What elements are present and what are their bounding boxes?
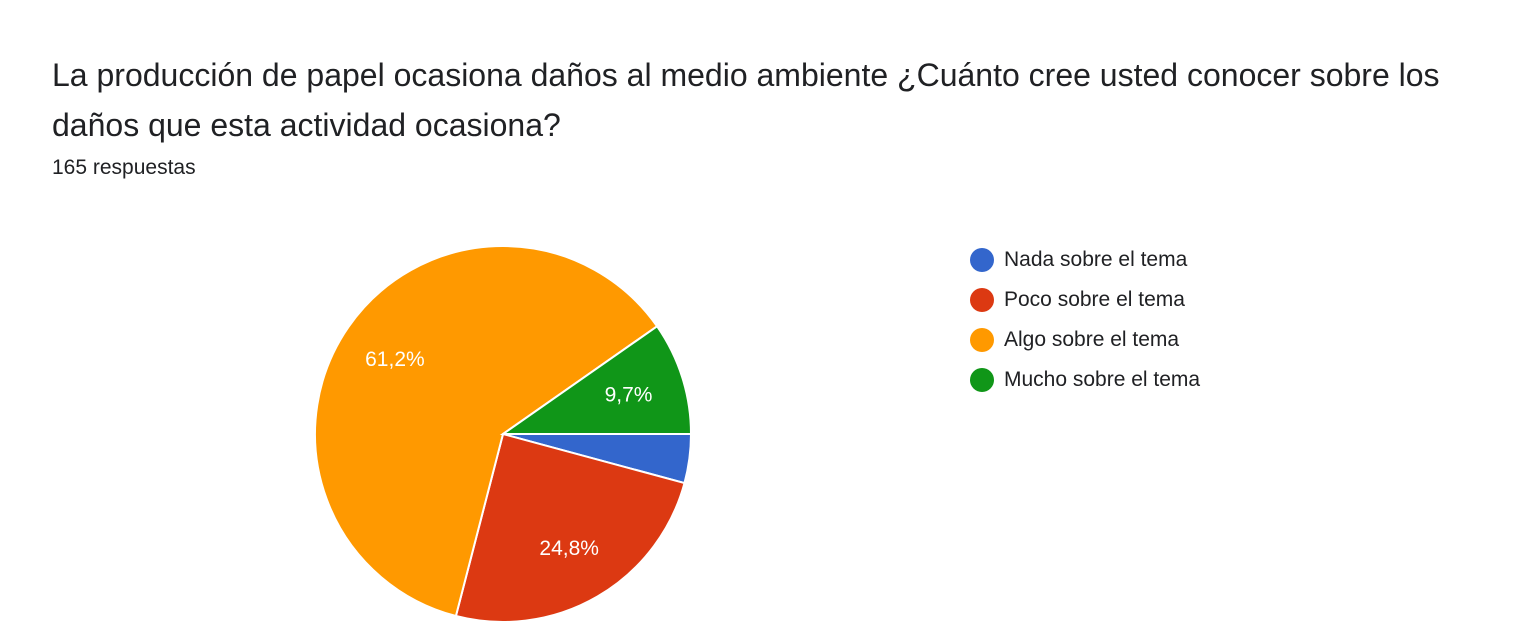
legend-swatch-icon bbox=[970, 328, 994, 352]
chart-legend: Nada sobre el tema Poco sobre el tema Al… bbox=[970, 240, 1200, 400]
legend-label: Poco sobre el tema bbox=[1004, 288, 1185, 311]
pie-slice[interactable] bbox=[499, 324, 693, 435]
legend-label: Nada sobre el tema bbox=[1004, 248, 1188, 271]
legend-item[interactable]: Mucho sobre el tema bbox=[970, 360, 1200, 400]
legend-label: Mucho sobre el tema bbox=[1004, 368, 1201, 391]
legend-swatch-icon bbox=[970, 248, 994, 272]
slice-percent-label: 9,7% bbox=[605, 384, 653, 407]
legend-item[interactable]: Nada sobre el tema bbox=[970, 240, 1200, 280]
pie-slices bbox=[314, 245, 693, 623]
pie-slice[interactable] bbox=[454, 432, 686, 623]
slice-percent-label: 61,2% bbox=[365, 348, 425, 371]
legend-swatch-icon bbox=[970, 288, 994, 312]
question-title: La producción de papel ocasiona daños al… bbox=[52, 57, 1440, 143]
slice-percent-label: 24,8% bbox=[539, 537, 599, 560]
legend-swatch-icon bbox=[970, 368, 994, 392]
pie-slice[interactable] bbox=[314, 245, 659, 618]
legend-item[interactable]: Algo sobre el tema bbox=[970, 320, 1200, 360]
pie-labels: 24,8% 61,2% 9,7% bbox=[365, 348, 652, 560]
response-count: 165 respuestas bbox=[52, 156, 196, 179]
legend-item[interactable]: Poco sobre el tema bbox=[970, 280, 1200, 320]
legend-label: Algo sobre el tema bbox=[1004, 328, 1180, 351]
